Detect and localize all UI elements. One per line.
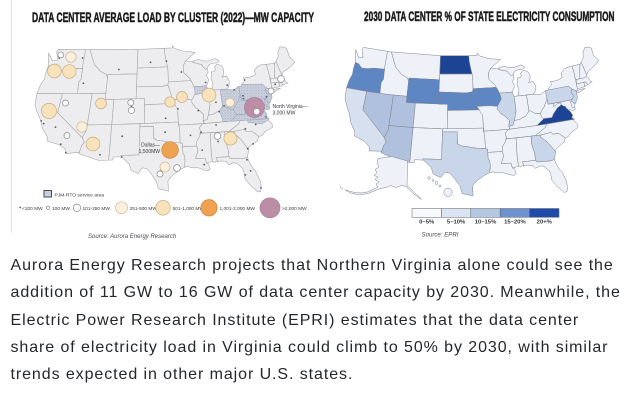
svg-text:101-250 MW: 101-250 MW [83,206,111,212]
svg-text:5–10%: 5–10% [447,220,466,226]
svg-text:Source: EPRI: Source: EPRI [422,232,459,239]
svg-text:North Virginia—: North Virginia— [273,104,308,110]
svg-text:3,000 MW: 3,000 MW [273,110,296,116]
svg-text:1,001-2,000 MW: 1,001-2,000 MW [220,206,256,212]
svg-text:<100 MW: <100 MW [22,206,43,212]
svg-text:501-1,000 MW: 501-1,000 MW [173,206,205,212]
svg-text:20+%: 20+% [537,220,553,226]
svg-text:100 MW: 100 MW [52,206,70,212]
svg-text:251-500 MW: 251-500 MW [130,206,158,212]
svg-text:PJM-RTO service area: PJM-RTO service area [55,192,105,198]
svg-text:Dallas—: Dallas— [141,143,160,149]
svg-text:>2,000 MW: >2,000 MW [282,206,307,212]
svg-text:1,500MW: 1,500MW [139,149,161,155]
svg-text:10–15%: 10–15% [475,220,497,226]
svg-text:0–5%: 0–5% [419,220,435,226]
svg-text:Source: Aurora Energy Research: Source: Aurora Energy Research [88,234,177,240]
svg-text:15–20%: 15–20% [504,220,526,226]
